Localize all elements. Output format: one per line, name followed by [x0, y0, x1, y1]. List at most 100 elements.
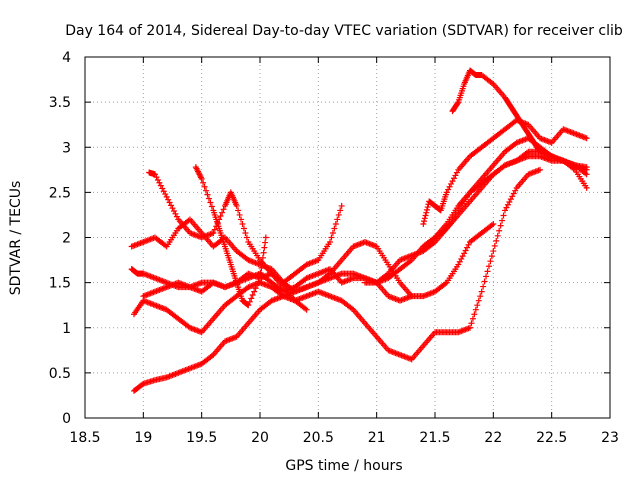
- data-point: [469, 315, 476, 322]
- data-point: [496, 227, 503, 234]
- y-tick-label: 2.5: [49, 185, 71, 201]
- data-point: [500, 212, 507, 219]
- data-point: [251, 288, 258, 295]
- data-point: [338, 202, 345, 209]
- chart-title: Day 164 of 2014, Sidereal Day-to-day VTE…: [65, 23, 623, 39]
- data-point: [210, 229, 217, 236]
- data-point: [484, 268, 491, 275]
- data-point: [337, 207, 344, 214]
- data-point: [327, 239, 333, 246]
- data-point: [472, 306, 479, 313]
- data-point: [454, 100, 461, 107]
- data-point: [240, 225, 247, 232]
- tick-labels: 18.5 19 19.5 20 20.5 21 21.5 22 22.5 2300.511.522…: [49, 50, 619, 446]
- data-point: [207, 199, 214, 206]
- data-point: [205, 195, 212, 202]
- data-point: [258, 264, 265, 271]
- data-point: [485, 263, 492, 270]
- data-point: [537, 166, 543, 173]
- y-tick-label: 3.5: [49, 95, 71, 111]
- data-point: [583, 164, 590, 171]
- data-point: [423, 209, 430, 216]
- data-point: [259, 254, 266, 261]
- data-point: [260, 249, 267, 256]
- data-point: [487, 258, 494, 265]
- data-point: [203, 187, 210, 194]
- data-point: [236, 211, 243, 218]
- series-7: [140, 220, 497, 300]
- data-point: [200, 179, 207, 186]
- y-tick-label: 3: [62, 140, 71, 156]
- data-point: [468, 320, 475, 327]
- data-point: [243, 234, 250, 241]
- data-point: [483, 273, 490, 280]
- data-point: [242, 229, 249, 236]
- x-tick-label: 22.5: [536, 430, 567, 446]
- data-point: [303, 306, 310, 313]
- data-point: [490, 248, 497, 255]
- data-point: [332, 220, 339, 227]
- data-point: [219, 209, 226, 216]
- data-point: [204, 191, 211, 198]
- y-tick-label: 1: [62, 321, 71, 337]
- x-tick-label: 22: [484, 430, 502, 446]
- data-point: [494, 232, 501, 239]
- data-point: [471, 311, 478, 318]
- data-point: [499, 217, 506, 224]
- y-tick-label: 0: [62, 411, 71, 427]
- data-point: [583, 171, 590, 178]
- x-tick-label: 19.5: [186, 430, 217, 446]
- x-tick-label: 19: [134, 430, 152, 446]
- series-10: [362, 148, 590, 286]
- data-point: [248, 295, 255, 302]
- data-point: [217, 213, 224, 220]
- data-point: [583, 135, 590, 142]
- series-2: [146, 169, 310, 313]
- data-point: [235, 207, 242, 214]
- data-point: [481, 278, 488, 285]
- data-point: [220, 206, 227, 213]
- data-point: [420, 220, 427, 227]
- data-point: [421, 218, 428, 225]
- data-point: [334, 216, 341, 223]
- y-axis-label: SDTVAR / TECUs: [8, 181, 24, 296]
- data-point: [493, 237, 500, 244]
- data-point: [583, 184, 590, 191]
- x-tick-label: 20.5: [303, 430, 334, 446]
- data-point: [233, 202, 240, 209]
- data-point: [335, 211, 342, 218]
- series-11: [420, 135, 590, 250]
- data-point: [478, 288, 485, 295]
- data-point: [249, 292, 256, 299]
- series-5: [131, 270, 415, 394]
- data-point: [261, 244, 268, 251]
- data-point: [259, 259, 266, 266]
- data-point: [329, 229, 336, 236]
- data-point: [421, 215, 428, 222]
- data-point: [424, 204, 431, 211]
- data-point: [245, 302, 252, 309]
- x-tick-label: 18.5: [69, 430, 100, 446]
- data-point: [328, 234, 335, 241]
- data-point: [208, 203, 215, 210]
- data-point: [475, 297, 482, 304]
- data-point: [262, 234, 269, 241]
- data-point: [211, 226, 218, 233]
- data-point: [331, 225, 338, 232]
- data-point: [246, 298, 253, 305]
- x-tick-label: 20: [251, 430, 269, 446]
- y-tick-label: 1.5: [49, 276, 71, 292]
- y-tick-label: 4: [62, 50, 71, 66]
- series-3: [192, 164, 269, 309]
- x-tick-label: 21: [368, 430, 386, 446]
- data-point: [488, 253, 495, 260]
- data-point: [474, 302, 481, 309]
- data-point: [467, 324, 473, 331]
- data-point: [491, 242, 498, 249]
- data-point: [423, 206, 430, 213]
- data-point: [422, 212, 429, 219]
- data-point: [490, 220, 497, 227]
- data-points: [128, 67, 590, 394]
- data-point: [139, 381, 146, 388]
- data-point: [477, 293, 484, 300]
